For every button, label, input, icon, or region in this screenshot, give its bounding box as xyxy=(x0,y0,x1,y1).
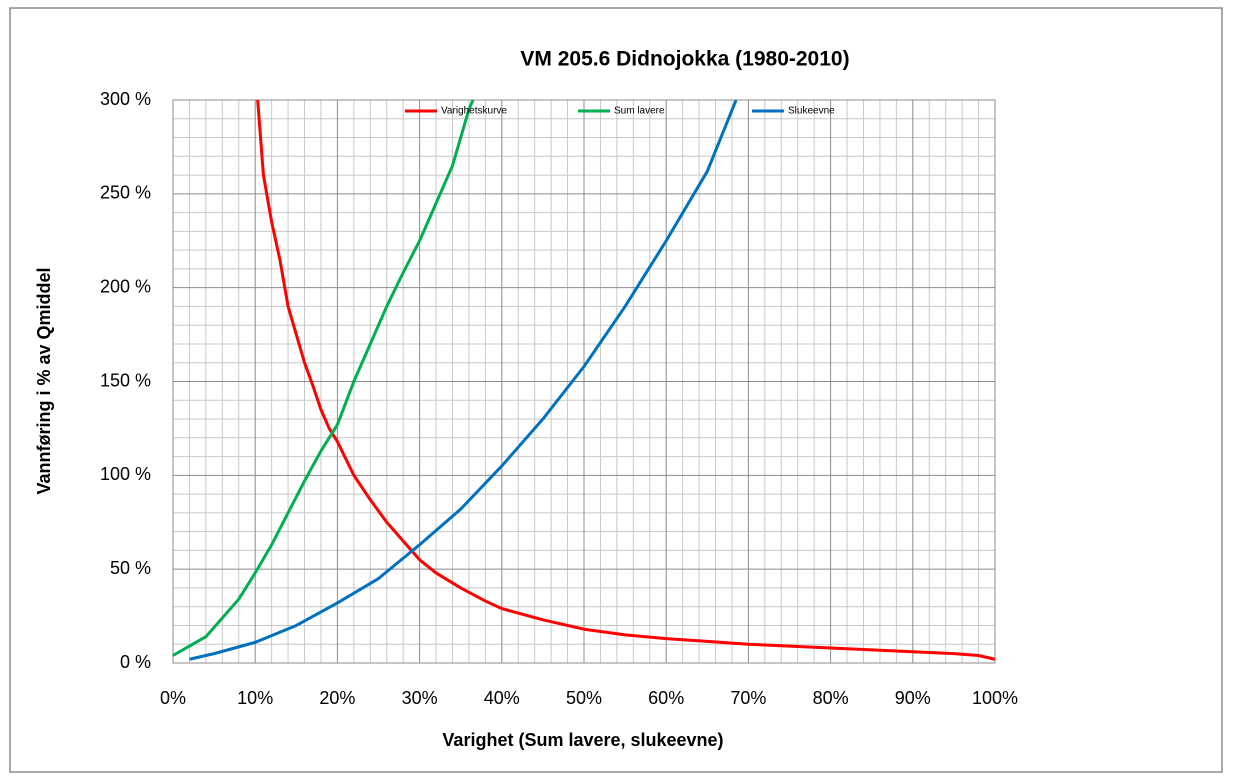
y-tick-label: 300 % xyxy=(100,89,151,109)
line-series xyxy=(189,99,738,661)
x-tick-label: 20% xyxy=(319,688,355,708)
y-tick-label: 100 % xyxy=(100,464,151,484)
x-tick-label: 50% xyxy=(566,688,602,708)
x-axis-title: Varighet (Sum lavere, slukeevne) xyxy=(442,730,723,750)
x-tick-label: 30% xyxy=(402,688,438,708)
x-tick-label: 80% xyxy=(813,688,849,708)
legend-label: Varighetskurve xyxy=(441,106,507,117)
x-tick-label: 100% xyxy=(972,688,1018,708)
y-tick-label: 0 % xyxy=(120,652,151,672)
chart-title: VM 205.6 Didnojokka (1980-2010) xyxy=(520,48,849,71)
line-series xyxy=(172,99,475,657)
x-tick-label: 90% xyxy=(895,688,931,708)
plot-area xyxy=(172,99,996,664)
x-tick-label: 40% xyxy=(484,688,520,708)
y-axis-title: Vannføring i % av Qmiddel xyxy=(34,267,54,494)
x-tick-label: 10% xyxy=(237,688,273,708)
line-series xyxy=(256,99,996,661)
legend-label: Slukeevne xyxy=(788,106,835,117)
y-tick-label: 150 % xyxy=(100,370,151,390)
y-tick-label: 200 % xyxy=(100,276,151,296)
x-tick-label: 60% xyxy=(648,688,684,708)
legend-label: Sum lavere xyxy=(614,106,665,117)
x-tick-label: 70% xyxy=(730,688,766,708)
y-tick-label: 50 % xyxy=(110,558,151,578)
y-tick-label: 250 % xyxy=(100,183,151,203)
x-tick-label: 0% xyxy=(160,688,186,708)
